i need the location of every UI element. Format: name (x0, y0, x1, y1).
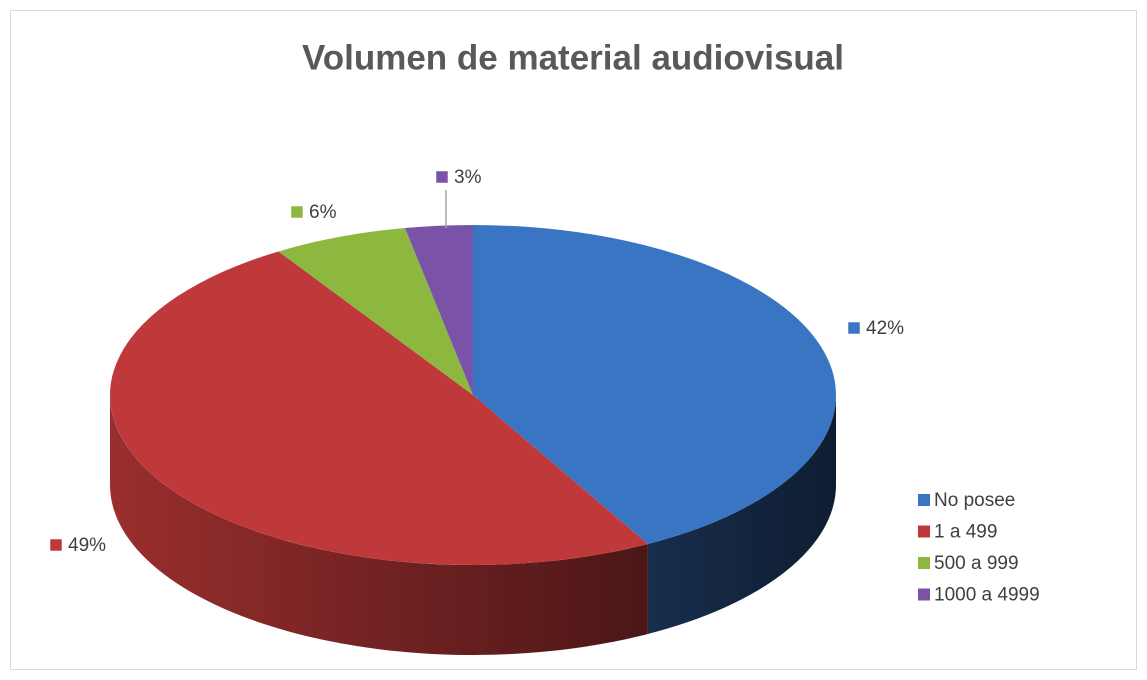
data-label: 42% (866, 318, 904, 339)
chart-title: Volumen de material audiovisual (302, 38, 844, 77)
legend-swatch (918, 557, 930, 569)
legend-label: No posee (934, 490, 1015, 511)
legend-swatch (918, 525, 930, 538)
pie-slice (278, 228, 473, 395)
data-label-swatch (847, 321, 861, 335)
pie-slice (404, 225, 473, 395)
pie-slice-side (647, 395, 836, 634)
legend-label: 1 a 499 (934, 522, 997, 543)
pie-slice (473, 225, 836, 544)
data-label: 49% (68, 535, 106, 556)
pie-slice-side (110, 395, 648, 655)
data-label-swatch (290, 205, 304, 219)
data-label: 6% (309, 202, 337, 223)
legend-swatch (918, 588, 930, 601)
pie-slice (109, 251, 648, 566)
legend-label: 500 a 999 (934, 553, 1019, 574)
legend-swatch (918, 494, 930, 506)
data-label: 3% (454, 167, 482, 188)
data-label-swatch (435, 170, 449, 184)
legend-label: 1000 a 4999 (934, 585, 1040, 606)
data-label-swatch (49, 538, 63, 552)
